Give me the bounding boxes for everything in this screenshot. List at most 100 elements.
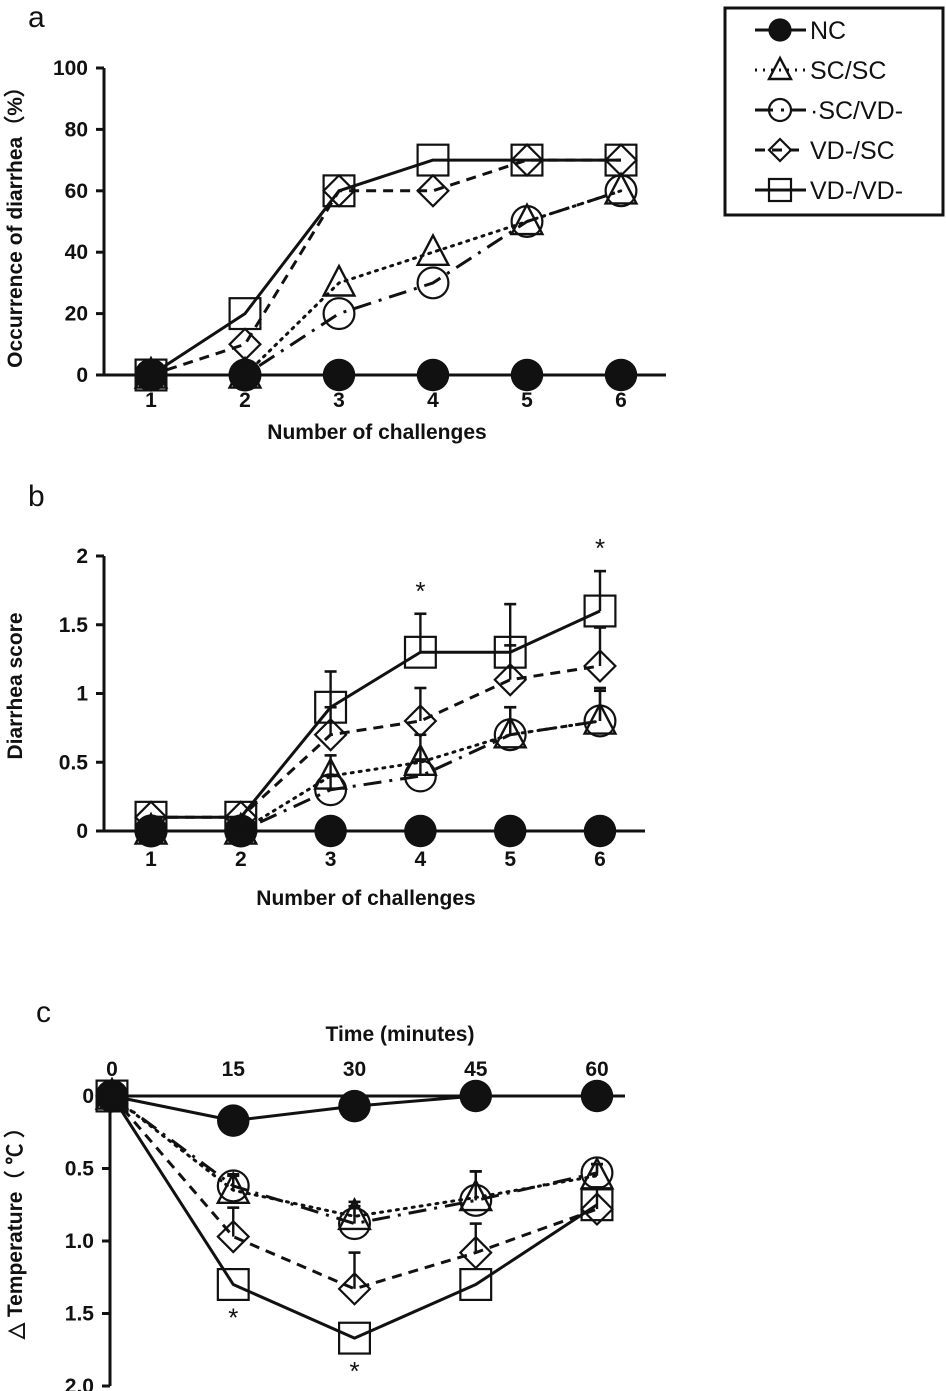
panel-b-point-vd-vd [314, 690, 348, 724]
panel-c-x-tick-label: 15 [222, 1058, 246, 1081]
panel-a-point-nc [322, 358, 356, 392]
panel-c-series-line-sc-vd [111, 1094, 598, 1226]
panel-b-y-tick-label: 1.5 [59, 614, 89, 637]
panel-a-point-nc [604, 358, 638, 392]
panel-a-point-sc-sc [509, 202, 545, 236]
panel-b-point-nc [404, 814, 437, 848]
legend-label-vd-sc: VD-/SC [810, 137, 895, 165]
panel-c-y-tick-label: 2.0 [65, 1375, 94, 1391]
panel-b-point-vd-vd [403, 635, 437, 669]
panel-a-point-nc [416, 358, 450, 392]
legend-marker-nc-icon [768, 18, 792, 42]
panel-a-x-tick-label: 4 [427, 389, 439, 412]
panel-c-x-tick-label: 0 [106, 1058, 118, 1081]
panel-a-y-tick-label: 80 [65, 118, 88, 141]
legend-label-vd-vd: VD-/VD- [810, 177, 903, 205]
panel-a-series-line-sc-sc [149, 189, 623, 377]
panel-c-y-tick-label: 1.0 [65, 1230, 94, 1253]
panel-b-point-nc [493, 814, 527, 848]
panel-c-y-tick-label: 0.5 [65, 1158, 95, 1181]
panel-a-point-vd-vd [134, 358, 168, 392]
legend-label-nc: NC [810, 17, 846, 45]
panel-b-x-tick-label: 5 [504, 848, 516, 871]
panel-c-point-vd-sc [337, 1271, 372, 1306]
panel-c-point-vd-sc [216, 1219, 251, 1254]
panel-a-point-sc-vd [510, 205, 544, 239]
panel-b-point-vd-sc [583, 649, 617, 683]
panel-a-series-line-sc-vd [151, 189, 622, 377]
panel-c-x-tick-label: 45 [464, 1058, 488, 1081]
panel-a-chart: 0 20 40 60 80 100 1 2 3 4 5 6 Number of challenges Oc… [3, 57, 666, 444]
panel-a-y-tick-label: 0 [76, 364, 88, 387]
panel-a-point-vd-sc [228, 327, 262, 362]
panel-c-point-vd-vd [459, 1267, 493, 1301]
panel-c-series-line-vd-vd [110, 1095, 598, 1340]
panel-b-point-sc-sc [313, 756, 348, 790]
panel-a-point-vd-vd [510, 143, 544, 177]
panel-a-y-axis-title: Occurrence of diarrhea（%） [3, 76, 27, 368]
panel-c-point-sc-vd [216, 1169, 250, 1203]
panel-c-y-tick-label: 0 [82, 1085, 94, 1108]
panel-b-series-line-sc-sc [149, 719, 602, 833]
legend: NC SC/SC ·SC/VD- VD-/SC VD-/VD- [723, 6, 945, 217]
panel-b-point-sc-sc [492, 715, 528, 749]
panel-c-point-vd-vd [338, 1321, 372, 1355]
panel-c-chart: 0 0.5 1.0 1.5 2.0 0 15 30 45 60 Time (minutes) △ Te… [3, 1023, 625, 1391]
panel-b-significance-marker: * [415, 576, 425, 606]
panel-c-x-tick-label: 30 [343, 1058, 366, 1081]
panel-a-x-tick-label: 2 [239, 389, 251, 412]
panel-label-c: c [36, 996, 51, 1029]
panel-c-significance-marker: * [228, 1303, 238, 1333]
panel-b-point-nc [314, 814, 347, 848]
panel-a-point-vd-sc [604, 143, 638, 178]
panel-c-point-nc [459, 1079, 492, 1113]
panel-c-point-vd-sc [458, 1235, 493, 1270]
panel-b-y-tick-label: 1 [76, 683, 88, 706]
panel-b-point-sc-sc [582, 701, 618, 735]
panel-a-point-sc-sc [415, 232, 451, 266]
panel-b-point-vd-sc [493, 662, 528, 697]
panel-b-x-tick-label: 3 [325, 848, 337, 871]
panel-b-point-sc-vd [403, 759, 437, 793]
panel-a-series-line-vd-sc [150, 158, 621, 377]
panel-label-b: b [28, 480, 45, 513]
panel-a-y-tick-label: 20 [65, 303, 88, 326]
panel-b-x-tick-label: 4 [415, 848, 427, 871]
panel-b-series-line-vd-sc [151, 664, 601, 819]
panel-c-series-line-sc-sc [110, 1094, 599, 1218]
panel-b-point-vd-vd [493, 635, 527, 669]
panel-c-x-tick-label: 60 [585, 1058, 608, 1081]
panel-a-x-tick-label: 1 [145, 389, 157, 412]
panel-c-point-nc [217, 1104, 250, 1137]
panel-a-y-tick-label: 100 [53, 57, 88, 80]
legend-marker-sc-vd-icon [767, 97, 793, 123]
panel-b-point-nc [224, 814, 258, 848]
panel-c-point-sc-vd [459, 1183, 493, 1217]
panel-c-point-sc-sc [458, 1178, 494, 1212]
panel-b-point-vd-sc [313, 717, 348, 752]
panel-b-series-line-vd-vd [151, 609, 601, 819]
panel-b-chart: 0 0.5 1 1.5 2 1 2 3 4 5 6 Number of challenges Diarr… [4, 533, 645, 910]
panel-a-point-vd-vd [604, 143, 638, 177]
panel-b-x-tick-label: 1 [145, 848, 157, 871]
panel-b-x-tick-label: 2 [235, 848, 247, 871]
panel-label-a: a [28, 1, 45, 34]
panel-a-point-vd-sc [510, 143, 544, 178]
panel-c-point-vd-vd [95, 1079, 129, 1113]
panel-a-x-tick-label: 3 [333, 389, 345, 412]
panel-b-y-tick-label: 2 [76, 545, 88, 568]
legend-marker-vd-sc-icon [767, 137, 793, 163]
panel-b-point-sc-vd [314, 773, 348, 807]
panel-a-point-vd-vd [416, 143, 450, 177]
panel-c-point-sc-sc [94, 1076, 130, 1110]
panel-a-point-nc [228, 358, 262, 392]
panel-c-y-tick-label: 1.5 [65, 1303, 95, 1326]
panel-c-point-vd-vd [580, 1188, 614, 1222]
panel-a-point-sc-sc [321, 263, 357, 297]
panel-b-point-sc-sc [223, 811, 259, 845]
panel-c-significance-marker: * [349, 1356, 359, 1386]
panel-b-point-sc-sc [133, 811, 169, 845]
panel-b-x-axis-title: Number of challenges [256, 887, 475, 910]
panel-c-x-axis-title: Time (minutes) [326, 1023, 475, 1046]
panel-a-point-sc-vd [416, 266, 450, 300]
